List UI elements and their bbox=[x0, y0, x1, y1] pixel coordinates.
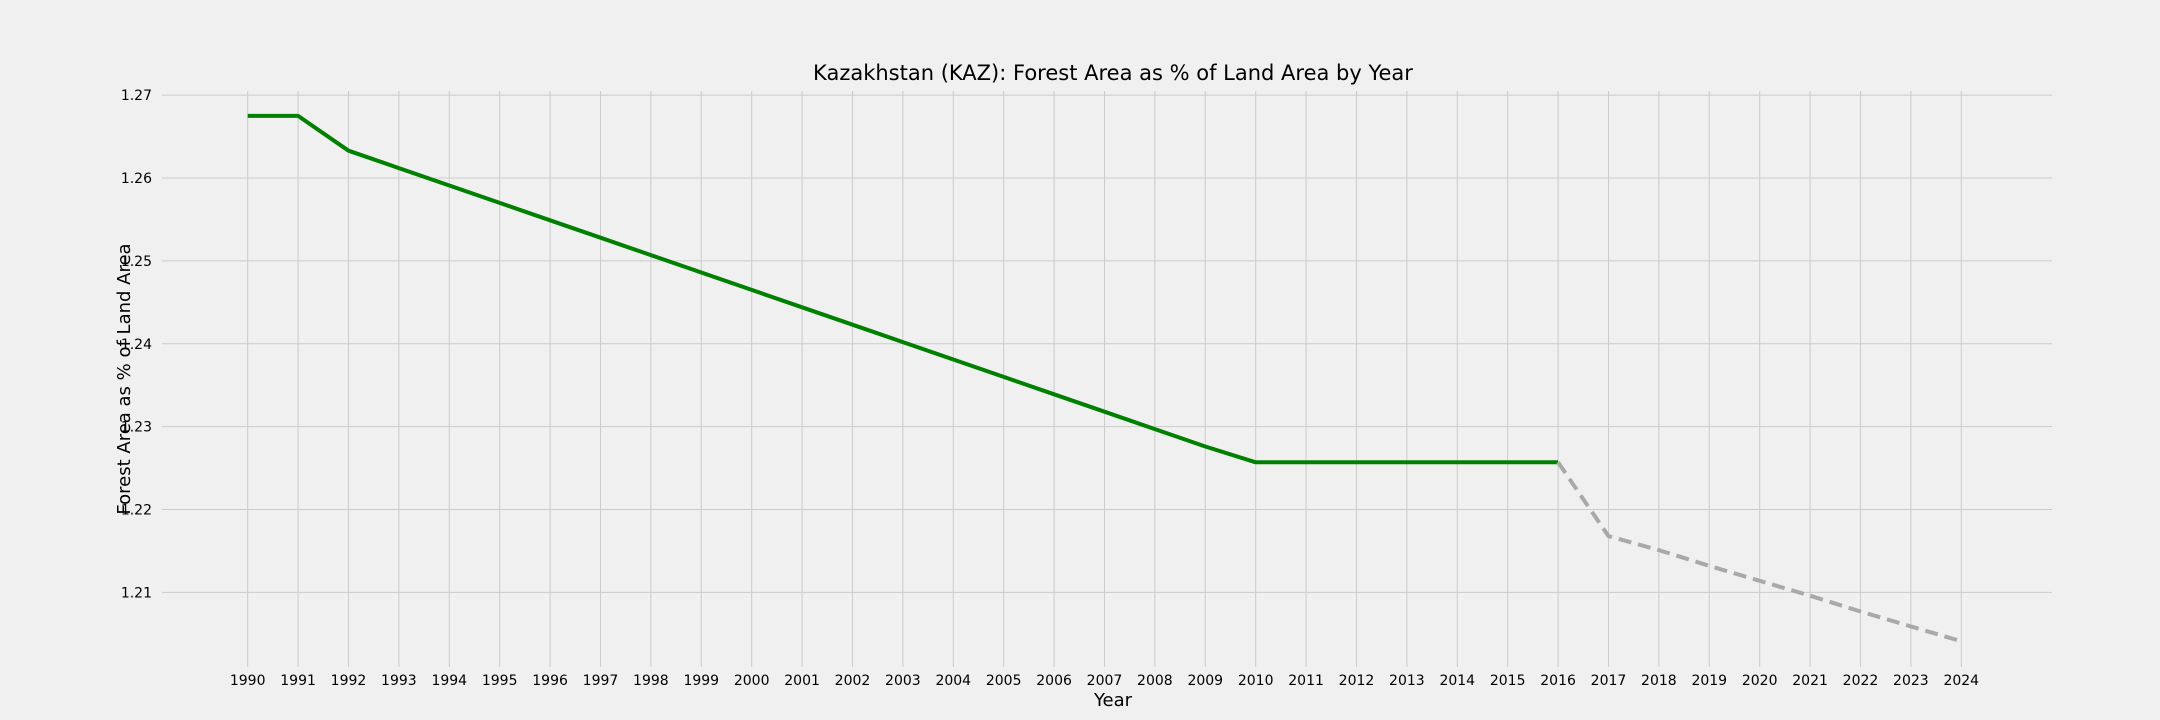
x-tick-label: 2004 bbox=[935, 673, 971, 689]
x-tick-label: 2003 bbox=[885, 673, 921, 689]
y-tick-label: 1.25 bbox=[121, 254, 152, 270]
x-tick-label: 2005 bbox=[986, 673, 1022, 689]
x-tick-label: 1996 bbox=[532, 673, 568, 689]
x-tick-label: 2020 bbox=[1742, 673, 1778, 689]
x-tick-label: 2000 bbox=[734, 673, 770, 689]
y-tick-label: 1.21 bbox=[121, 585, 152, 601]
x-tick-label: 1994 bbox=[431, 673, 467, 689]
x-axis-label: Year bbox=[1093, 690, 1133, 711]
x-tick-label: 1998 bbox=[633, 673, 669, 689]
y-tick-label: 1.23 bbox=[121, 420, 152, 436]
x-tick-label: 2014 bbox=[1439, 673, 1475, 689]
x-tick-label: 1990 bbox=[230, 673, 266, 689]
y-tick-label: 1.22 bbox=[121, 503, 152, 519]
x-tick-label: 2006 bbox=[1036, 673, 1072, 689]
y-tick-label: 1.27 bbox=[121, 88, 152, 104]
x-tick-label: 1997 bbox=[583, 673, 619, 689]
x-tick-label: 2001 bbox=[784, 673, 820, 689]
x-tick-label: 2018 bbox=[1641, 673, 1677, 689]
x-tick-label: 2002 bbox=[835, 673, 871, 689]
x-tick-label: 2017 bbox=[1591, 673, 1627, 689]
x-tick-label: 2012 bbox=[1339, 673, 1375, 689]
x-tick-label: 1993 bbox=[381, 673, 417, 689]
y-tick-label: 1.24 bbox=[121, 337, 152, 353]
y-tick-label: 1.26 bbox=[121, 171, 152, 187]
x-tick-label: 2021 bbox=[1792, 673, 1828, 689]
x-tick-label: 1995 bbox=[482, 673, 518, 689]
x-tick-label: 1992 bbox=[331, 673, 367, 689]
x-tick-label: 1999 bbox=[683, 673, 719, 689]
x-tick-label: 2022 bbox=[1843, 673, 1879, 689]
actual-series-line bbox=[247, 113, 1559, 465]
y-axis-label: Forest Area as % of Land Area bbox=[114, 243, 135, 514]
x-tick-label: 2016 bbox=[1540, 673, 1576, 689]
series-lines bbox=[247, 113, 1962, 644]
x-tick-label: 2019 bbox=[1691, 673, 1727, 689]
x-tick-label: 2015 bbox=[1490, 673, 1526, 689]
x-tick-label: 2023 bbox=[1893, 673, 1929, 689]
chart-title: Kazakhstan (KAZ): Forest Area as % of La… bbox=[813, 61, 1413, 85]
x-tick-label: 2008 bbox=[1137, 673, 1173, 689]
x-tick-label: 2011 bbox=[1288, 673, 1324, 689]
x-tick-label: 2010 bbox=[1238, 673, 1274, 689]
x-tick-label: 1991 bbox=[280, 673, 316, 689]
projected-series-line bbox=[1556, 461, 1962, 644]
y-tick-labels: 1.21 1.22 1.23 1.24 1.25 1.26 1.27 bbox=[121, 88, 152, 601]
x-tick-label: 2007 bbox=[1087, 673, 1123, 689]
x-tick-label: 2024 bbox=[1943, 673, 1979, 689]
x-tick-label: 2013 bbox=[1389, 673, 1425, 689]
x-tick-label: 2009 bbox=[1187, 673, 1223, 689]
x-tick-labels: 1990 1991 1992 1993 1994 1995 1996 1997 1998 1999… bbox=[230, 673, 1979, 689]
